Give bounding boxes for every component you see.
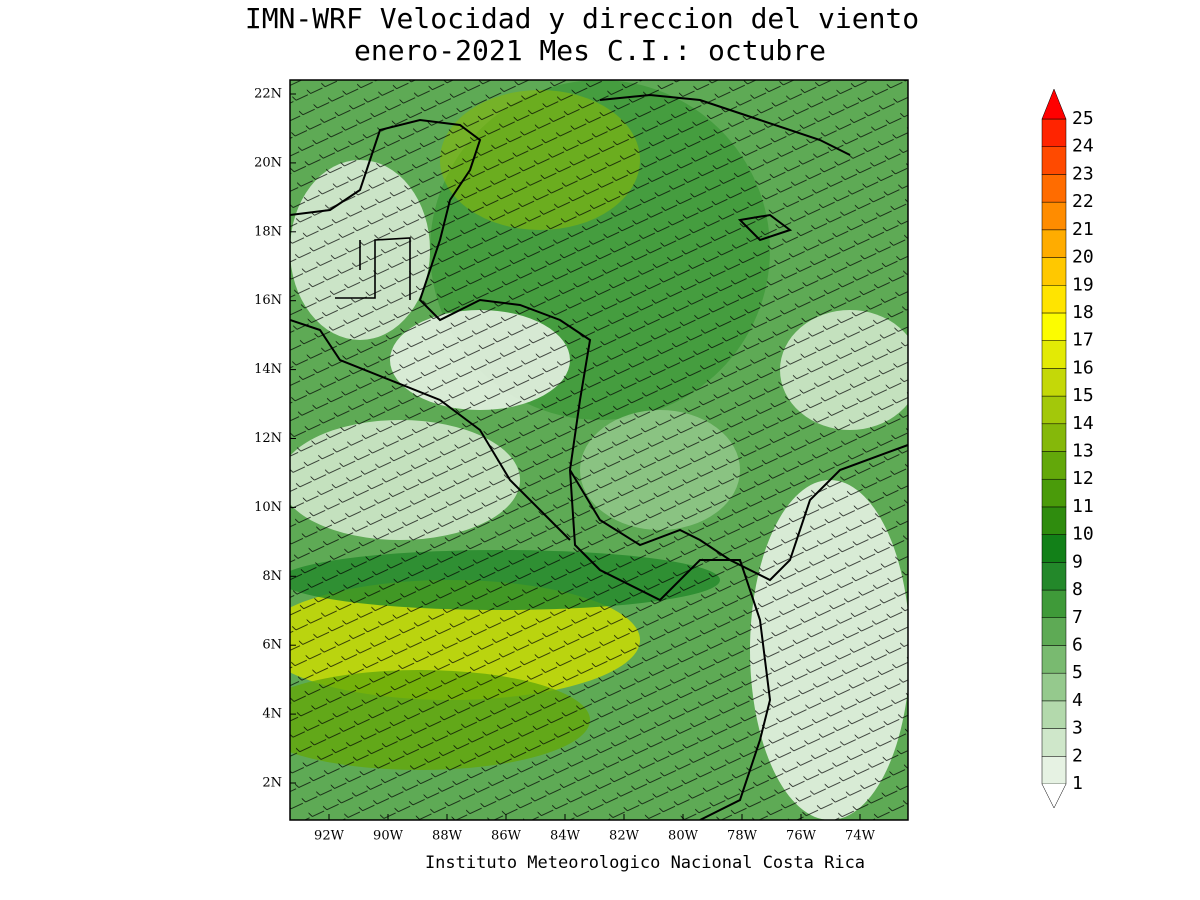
colorbar-swatch <box>1041 257 1067 286</box>
lon-label: 92W <box>314 829 345 844</box>
lon-label: 86W <box>491 829 522 844</box>
colorbar-label: 8 <box>1072 579 1083 600</box>
colorbar-label: 17 <box>1072 330 1094 351</box>
colorbar-swatch <box>1041 174 1067 203</box>
colorbar-swatch <box>1041 146 1067 175</box>
colorbar-label: 9 <box>1072 551 1083 572</box>
lat-label: 6N <box>262 638 282 653</box>
lat-label: 10N <box>254 500 282 515</box>
lon-axis: 92W 90W 88W 86W 84W 82W 80W 78W 76W 74W <box>314 814 876 844</box>
colorbar-label: 4 <box>1072 690 1083 711</box>
lon-label: 76W <box>786 829 817 844</box>
colorbar-under <box>1041 783 1067 809</box>
lat-label: 2N <box>262 776 282 791</box>
colorbar-swatch <box>1041 118 1067 147</box>
border <box>335 237 411 300</box>
lat-label: 8N <box>262 569 282 584</box>
colorbar-label: 12 <box>1072 468 1094 489</box>
lat-label: 14N <box>254 362 282 377</box>
colorbar-label: 25 <box>1072 108 1094 129</box>
colorbar-swatch <box>1041 728 1067 757</box>
lon-label: 74W <box>845 829 876 844</box>
title-line: IMN-WRF Velocidad y direccion del viento <box>245 2 919 35</box>
colorbar-label: 1 <box>1072 773 1083 794</box>
colorbar-label: 18 <box>1072 302 1094 323</box>
colorbar-label: 11 <box>1072 496 1094 517</box>
lon-label: 78W <box>727 829 758 844</box>
colorbar-swatch <box>1041 451 1067 480</box>
colorbar-swatch <box>1041 700 1067 729</box>
colorbar-label: 22 <box>1072 191 1094 212</box>
lat-label: 22N <box>254 87 282 102</box>
colorbar-label: 3 <box>1072 718 1083 739</box>
colorbar-label: 23 <box>1072 163 1094 184</box>
coastline <box>290 93 908 820</box>
colorbar-swatch <box>1041 756 1067 785</box>
colorbar-label: 6 <box>1072 634 1083 655</box>
colorbar-label: 16 <box>1072 357 1094 378</box>
colorbar-swatch <box>1041 340 1067 369</box>
lon-label: 80W <box>668 829 699 844</box>
lon-label: 84W <box>550 829 581 844</box>
colorbar-swatch <box>1041 312 1067 341</box>
colorbar-over <box>1041 88 1067 120</box>
lat-label: 4N <box>262 707 282 722</box>
title-line: enero-2021 Mes C.I.: octubre <box>354 34 826 67</box>
colorbar-label: 19 <box>1072 274 1094 295</box>
colorbar-label: 13 <box>1072 441 1094 462</box>
colorbar-swatch <box>1041 562 1067 591</box>
colorbar-swatch <box>1041 201 1067 231</box>
colorbar-swatch <box>1041 589 1067 619</box>
colorbar-label: 15 <box>1072 385 1094 406</box>
lon-label: 88W <box>432 829 463 844</box>
colorbar-label: 5 <box>1072 662 1083 683</box>
colorbar-swatch <box>1041 534 1067 563</box>
colorbar: 1234567891011121314151617181920212223242… <box>1041 88 1094 809</box>
lon-label: 90W <box>373 829 404 844</box>
colorbar-label: 10 <box>1072 524 1094 545</box>
colorbar-label: 2 <box>1072 745 1083 766</box>
colorbar-label: 24 <box>1072 136 1094 157</box>
lat-label: 18N <box>254 224 282 239</box>
colorbar-label: 14 <box>1072 413 1094 434</box>
lat-axis: 22N 20N 18N 16N 14N 12N 10N 8N 6N 4N 2N <box>254 87 296 791</box>
colorbar-label: 20 <box>1072 247 1094 268</box>
lat-label: 16N <box>254 293 282 308</box>
colorbar-swatch <box>1041 478 1067 508</box>
colorbar-label: 7 <box>1072 607 1083 628</box>
lat-label: 20N <box>254 155 282 170</box>
colorbar-swatch <box>1041 617 1067 646</box>
map-frame <box>289 79 909 821</box>
footer: Instituto Meteorologico Nacional Costa R… <box>425 853 865 873</box>
colorbar-label: 21 <box>1072 219 1094 240</box>
colorbar-swatch <box>1041 285 1067 314</box>
colorbar-swatch <box>1041 395 1067 425</box>
colorbar-swatch <box>1041 368 1067 397</box>
lat-label: 12N <box>254 431 282 446</box>
colorbar-swatch <box>1041 645 1067 674</box>
colorbar-swatch <box>1041 506 1067 535</box>
colorbar-swatch <box>1041 229 1067 258</box>
wind-barbs <box>290 80 908 820</box>
lon-label: 82W <box>609 829 640 844</box>
colorbar-swatch <box>1041 672 1067 702</box>
map-field <box>290 80 908 820</box>
colorbar-swatch <box>1041 423 1067 452</box>
